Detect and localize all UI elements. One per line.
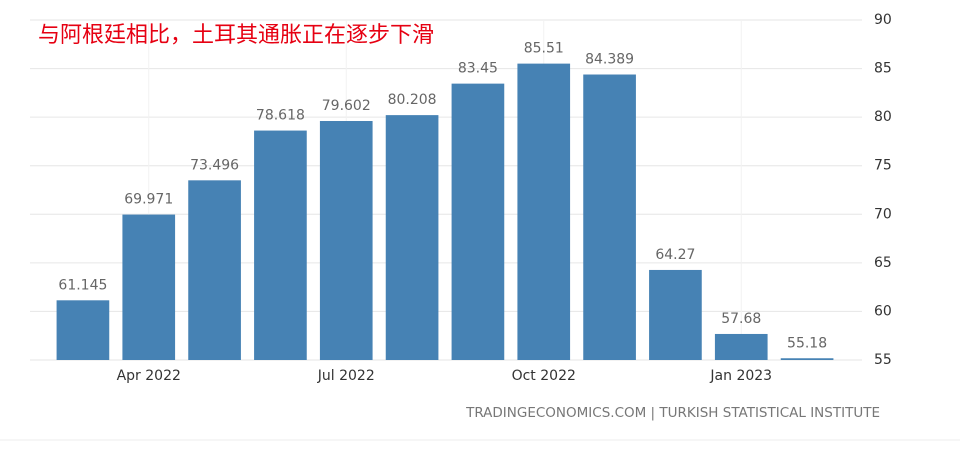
y-tick-label: 70: [874, 206, 892, 222]
x-tick-label: Oct 2022: [512, 368, 576, 384]
bar: [780, 358, 834, 360]
value-label: 73.496: [190, 157, 239, 173]
y-tick-label: 55: [874, 352, 892, 368]
bar: [714, 333, 768, 360]
y-tick-label: 75: [874, 158, 892, 174]
bar: [188, 180, 241, 360]
y-tick-label: 90: [874, 12, 892, 28]
value-label: 55.18: [787, 335, 827, 351]
bar: [319, 121, 373, 360]
bar: [517, 63, 571, 361]
x-tick-label: Jul 2022: [317, 368, 375, 384]
value-label: 57.68: [721, 311, 761, 327]
bar: [254, 130, 307, 360]
bar: [385, 115, 439, 360]
y-tick-label: 65: [874, 255, 892, 271]
value-label: 80.208: [388, 92, 437, 108]
source: TRADINGECONOMICS.COM | TURKISH STATISTIC…: [465, 405, 880, 421]
chart-title: 与阿根廷相比，土耳其通胀正在逐步下滑: [38, 23, 434, 48]
value-label: 69.971: [124, 192, 173, 208]
x-tick-label: Apr 2022: [117, 368, 181, 384]
bar: [649, 269, 702, 360]
value-label: 85.51: [524, 41, 564, 57]
bar: [583, 74, 636, 360]
value-label: 61.145: [58, 277, 107, 293]
value-label: 79.602: [322, 98, 371, 114]
bar: [451, 83, 505, 360]
value-label: 64.27: [655, 247, 695, 263]
bar: [122, 214, 176, 360]
y-tick-label: 80: [874, 109, 892, 125]
y-tick-label: 85: [874, 61, 892, 77]
value-label: 84.389: [585, 52, 634, 68]
bar: [56, 300, 110, 360]
x-tick-label: Jan 2023: [709, 368, 772, 384]
y-tick-label: 60: [874, 303, 892, 319]
value-label: 78.618: [256, 108, 305, 124]
value-label: 83.45: [458, 61, 498, 77]
